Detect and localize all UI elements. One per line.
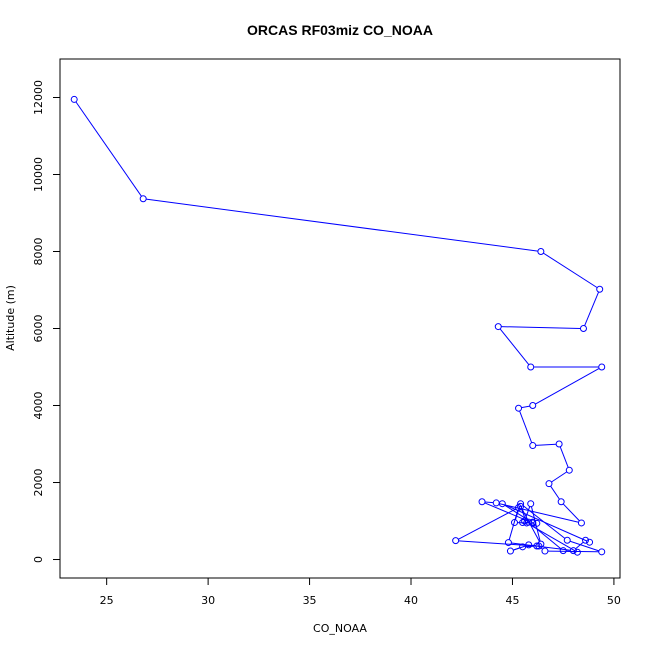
data-point bbox=[527, 363, 535, 371]
data-point bbox=[515, 404, 523, 412]
series-line-segment bbox=[521, 405, 530, 409]
y-tick-label: 12000 bbox=[32, 80, 45, 115]
data-point bbox=[533, 542, 541, 550]
data-point bbox=[563, 536, 571, 544]
series-line-segment bbox=[519, 410, 533, 443]
x-axis-label: CO_NOAA bbox=[313, 622, 367, 635]
data-point bbox=[598, 363, 606, 371]
data-point bbox=[565, 466, 573, 474]
data-point bbox=[537, 248, 545, 256]
plot-frame bbox=[59, 58, 621, 579]
series-line-group bbox=[70, 95, 606, 556]
data-point bbox=[452, 537, 460, 545]
data-point bbox=[598, 548, 606, 556]
data-point bbox=[517, 502, 525, 510]
data-point bbox=[139, 195, 147, 203]
series-line-segment bbox=[525, 506, 531, 519]
data-point bbox=[529, 402, 537, 410]
series-line-segment bbox=[501, 326, 581, 329]
y-tick-label: 6000 bbox=[32, 315, 45, 343]
data-point bbox=[510, 519, 518, 527]
series-line-segment bbox=[484, 501, 494, 504]
series-line-segment bbox=[535, 443, 557, 446]
data-point bbox=[494, 323, 502, 331]
series-line-segment bbox=[575, 541, 584, 550]
series-line-segment bbox=[499, 503, 579, 523]
data-point bbox=[555, 440, 563, 448]
y-tick-label: 2000 bbox=[32, 469, 45, 497]
series-line-segment bbox=[146, 198, 538, 252]
data-point bbox=[577, 519, 585, 527]
data-point bbox=[478, 498, 486, 506]
data-point bbox=[519, 519, 527, 527]
data-point bbox=[559, 547, 567, 555]
data-point bbox=[596, 285, 604, 293]
x-tick-label: 35 bbox=[303, 594, 317, 607]
x-tick-label: 45 bbox=[505, 594, 519, 607]
series-line-segment bbox=[458, 540, 534, 547]
series-line-segment bbox=[75, 101, 142, 197]
data-point bbox=[525, 541, 533, 549]
y-axis: 0 2000 4000 6000 8000 10000 12000 bbox=[32, 80, 60, 563]
series-line-segment bbox=[559, 446, 569, 468]
series-line-segment bbox=[550, 485, 560, 500]
series-line-segment bbox=[543, 252, 598, 289]
series-line-segment bbox=[569, 540, 600, 552]
data-point bbox=[573, 548, 581, 556]
data-point bbox=[535, 542, 543, 550]
data-point bbox=[557, 498, 565, 506]
data-point bbox=[527, 500, 535, 508]
x-tick-label: 40 bbox=[404, 594, 418, 607]
data-point bbox=[517, 500, 525, 508]
y-tick-label: 8000 bbox=[32, 238, 45, 266]
data-point bbox=[498, 500, 506, 508]
series-line-segment bbox=[458, 508, 517, 540]
series-line-segment bbox=[499, 328, 530, 365]
x-tick-label: 25 bbox=[100, 594, 114, 607]
chart-title: ORCAS RF03miz CO_NOAA bbox=[247, 22, 433, 38]
data-point bbox=[519, 543, 527, 551]
data-point bbox=[533, 519, 541, 527]
data-point bbox=[521, 517, 529, 525]
data-point bbox=[529, 442, 537, 450]
x-axis: 25 30 35 40 45 50 bbox=[100, 578, 621, 607]
data-point bbox=[537, 540, 545, 548]
y-tick-label: 0 bbox=[32, 556, 45, 563]
series-line-segment bbox=[551, 471, 568, 483]
y-axis-label: Altitude (m) bbox=[4, 285, 17, 351]
data-point bbox=[70, 95, 78, 103]
data-point bbox=[529, 518, 537, 526]
series-line-segment bbox=[562, 503, 580, 522]
x-tick-label: 50 bbox=[607, 594, 621, 607]
series-line-segment bbox=[584, 291, 600, 326]
y-tick-label: 10000 bbox=[32, 157, 45, 192]
series-line-segment bbox=[522, 505, 566, 539]
data-point bbox=[545, 480, 553, 488]
data-point bbox=[582, 536, 590, 544]
data-point bbox=[586, 538, 594, 546]
data-point bbox=[579, 325, 587, 333]
data-point bbox=[504, 539, 512, 547]
x-tick-label: 30 bbox=[201, 594, 215, 607]
series-line-segment bbox=[535, 368, 600, 405]
data-point bbox=[492, 499, 500, 507]
data-point bbox=[569, 547, 577, 555]
data-point bbox=[506, 547, 514, 555]
y-tick-label: 4000 bbox=[32, 392, 45, 420]
data-point bbox=[541, 547, 549, 555]
